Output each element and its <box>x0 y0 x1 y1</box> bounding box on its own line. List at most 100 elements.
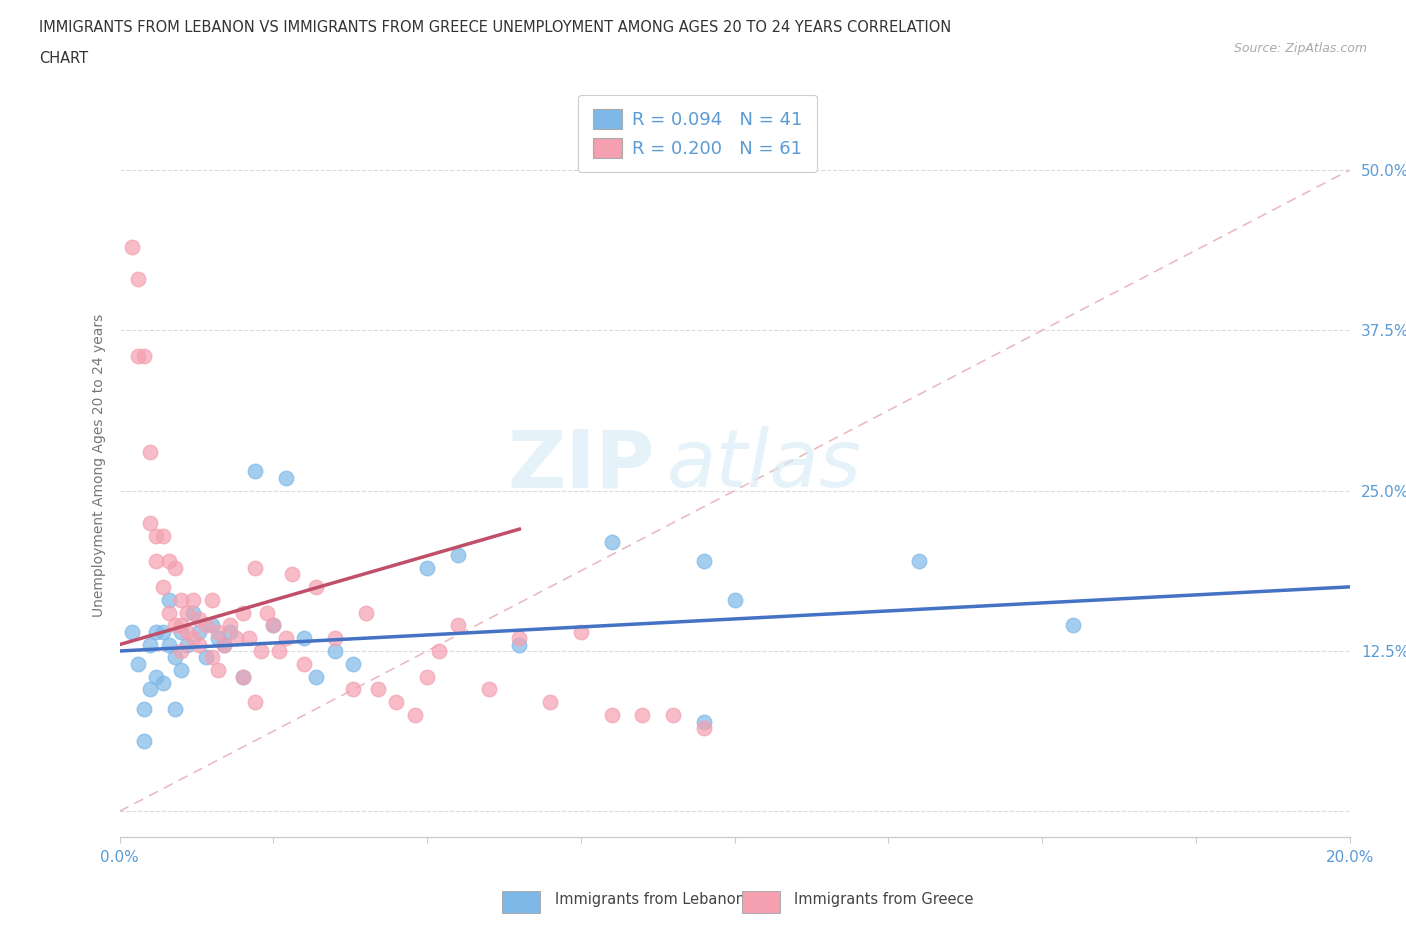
Point <box>693 553 716 568</box>
Text: ZIP: ZIP <box>508 426 655 504</box>
Point <box>447 548 470 563</box>
Text: IMMIGRANTS FROM LEBANON VS IMMIGRANTS FROM GREECE UNEMPLOYMENT AMONG AGES 20 TO : IMMIGRANTS FROM LEBANON VS IMMIGRANTS FR… <box>39 20 952 35</box>
Point <box>127 657 149 671</box>
Text: Source: ZipAtlas.com: Source: ZipAtlas.com <box>1233 42 1367 55</box>
Text: atlas: atlas <box>666 426 862 504</box>
Point <box>243 464 266 479</box>
Point <box>274 631 297 645</box>
Point <box>163 618 186 632</box>
Point <box>292 657 315 671</box>
Point <box>121 624 143 639</box>
Point <box>342 657 364 671</box>
Point <box>262 618 284 632</box>
Point <box>219 618 242 632</box>
Point <box>163 560 186 575</box>
Point <box>207 663 229 678</box>
Point <box>662 708 685 723</box>
Point <box>447 618 470 632</box>
Point <box>274 471 297 485</box>
Point <box>723 592 745 607</box>
Point <box>219 624 242 639</box>
Point <box>538 695 561 710</box>
Point <box>508 631 530 645</box>
Point <box>323 644 346 658</box>
Point <box>508 637 530 652</box>
Point <box>201 650 224 665</box>
Point <box>145 528 167 543</box>
Point <box>183 631 205 645</box>
Point <box>194 650 217 665</box>
Point <box>170 592 193 607</box>
Point <box>170 618 193 632</box>
Point <box>170 644 193 658</box>
Legend: R = 0.094   N = 41, R = 0.200   N = 61: R = 0.094 N = 41, R = 0.200 N = 61 <box>578 95 817 172</box>
Point <box>631 708 654 723</box>
Point <box>188 612 211 627</box>
Point <box>477 682 501 697</box>
Point <box>385 695 408 710</box>
Point <box>170 663 193 678</box>
Point <box>404 708 426 723</box>
Point <box>157 637 180 652</box>
Point <box>157 605 180 620</box>
Point <box>305 579 328 594</box>
Point <box>323 631 346 645</box>
Point <box>231 670 254 684</box>
Point <box>600 535 623 550</box>
Point <box>1062 618 1084 632</box>
Point <box>176 637 198 652</box>
Text: Immigrants from Lebanon: Immigrants from Lebanon <box>555 892 745 907</box>
Point <box>201 618 224 632</box>
Point <box>416 560 439 575</box>
Point <box>693 721 716 736</box>
Point <box>269 644 291 658</box>
Point <box>416 670 439 684</box>
Point <box>194 618 217 632</box>
Point <box>121 240 143 255</box>
Point <box>256 605 278 620</box>
Point <box>157 592 180 607</box>
Point <box>188 637 211 652</box>
Point <box>201 592 224 607</box>
Point <box>693 714 716 729</box>
Point <box>367 682 389 697</box>
Point <box>292 631 315 645</box>
Point <box>225 631 247 645</box>
Point <box>231 605 254 620</box>
Point <box>139 515 162 530</box>
Point <box>176 624 198 639</box>
Point <box>569 624 592 639</box>
Point <box>127 272 149 286</box>
Point <box>152 579 174 594</box>
Point <box>231 670 254 684</box>
Point <box>163 650 186 665</box>
Point <box>132 349 156 364</box>
Text: CHART: CHART <box>39 51 89 66</box>
Point <box>132 701 156 716</box>
Point <box>342 682 364 697</box>
Point <box>139 445 162 459</box>
Point <box>152 528 174 543</box>
Point <box>207 624 229 639</box>
Point <box>281 566 304 581</box>
Point <box>145 624 167 639</box>
Point <box>170 624 193 639</box>
Point <box>262 618 284 632</box>
Point <box>212 637 235 652</box>
Point <box>238 631 260 645</box>
Point <box>243 695 266 710</box>
Point <box>152 675 174 690</box>
Y-axis label: Unemployment Among Ages 20 to 24 years: Unemployment Among Ages 20 to 24 years <box>91 313 105 617</box>
Point <box>183 592 205 607</box>
Point <box>427 644 450 658</box>
Point <box>127 349 149 364</box>
Point <box>139 682 162 697</box>
Point <box>145 670 167 684</box>
Point <box>145 553 167 568</box>
Point <box>176 605 198 620</box>
Point <box>152 624 174 639</box>
Point <box>908 553 931 568</box>
Point <box>354 605 377 620</box>
Point <box>250 644 273 658</box>
Point <box>243 560 266 575</box>
